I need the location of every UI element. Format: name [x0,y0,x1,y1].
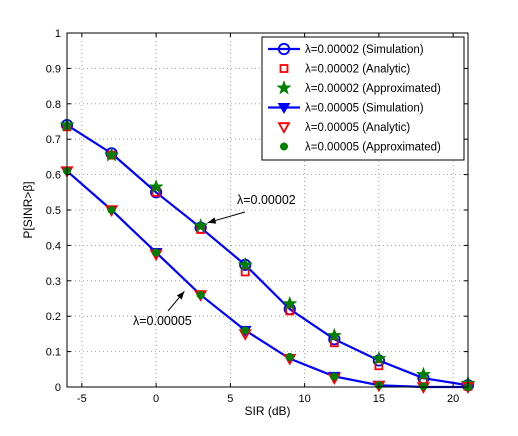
data-point-star-filled [193,218,209,233]
x-tick-label: 15 [373,393,385,405]
annotation-0: λ=0.00002 [207,193,296,224]
annotation-arrowhead [176,291,185,300]
data-point-star-filled [104,147,120,162]
y-tick-label: 0.8 [46,99,61,111]
x-tick-label: 5 [227,393,233,405]
data-point-square-open [329,338,339,348]
data-point-star-filled [282,295,298,311]
y-axis-label: P[SINR>β] [21,181,35,238]
legend-entry: λ=0.00005 (Simulation) [268,103,424,115]
data-point-star-filled [148,179,164,194]
x-tick-label: 20 [447,393,459,405]
x-tick-label: 0 [153,393,159,405]
data-point-dot-filled [330,372,339,381]
x-tick-label: -5 [77,393,87,405]
data-point-dot-filled [279,142,289,151]
annotation-label: λ=0.00005 [133,314,192,328]
data-point-triangle-down-filled [277,103,291,114]
ticks: -5 0 5 10 15 20 0 0.1 0.2 0.3 0.4 0.5 0.6 0.7 0.8 0.9 1 [46,28,468,405]
y-tick-label: 0 [55,382,61,394]
data-point-square-open [279,64,289,73]
legend-entry: λ=0.00005 (Approximated) [279,142,441,154]
data-point-star-filled [326,327,342,343]
data-point-dot-filled [419,382,428,391]
legend-label: λ=0.00005 (Approximated) [305,142,441,154]
data-point-square-open [240,267,250,277]
legend-label: λ=0.00005 (Simulation) [305,103,424,115]
data-point-star-filled [237,256,253,272]
y-tick-label: 0.7 [46,134,61,146]
data-point-star-filled [276,80,292,95]
series-line [66,170,468,389]
data-point-triangle-down-open [277,122,291,134]
data-point-circle-open [277,42,291,56]
legend-label: λ=0.00002 (Analytic) [305,64,410,76]
x-tick-label: 10 [299,393,311,405]
x-axis-label: SIR (dB) [244,404,290,418]
data-point-dot-filled [285,352,294,361]
legend-label: λ=0.00002 (Approximated) [305,83,441,95]
legend-box [261,36,465,161]
y-tick-label: 0.3 [46,276,61,288]
annotation-label: λ=0.00002 [237,193,296,207]
annotations: λ=0.00002 λ=0.00005 [133,193,296,328]
data-point-dot-filled [196,290,205,300]
y-tick-label: 0.2 [46,311,61,323]
data-point-star-filled [371,350,387,366]
data-point-dot-filled [241,326,250,335]
legend-entry: λ=0.00005 (Analytic) [277,122,410,134]
series-line [66,124,469,387]
y-tick-label: 0.6 [46,170,61,182]
legend-label: λ=0.00002 (Simulation) [305,44,424,56]
y-tick-label: 0.1 [46,347,61,359]
y-tick-label: 1 [55,28,61,40]
legend: λ=0.00002 (Simulation) λ=0.00002 (Analyti… [261,36,465,161]
annotation-arrowhead [207,217,217,224]
annotation-1: λ=0.00005 [133,291,192,328]
data-point-square-open [374,361,384,371]
y-tick-label: 0.5 [46,205,61,217]
data-point-star-filled [415,366,431,381]
legend-entry: λ=0.00002 (Simulation) [268,42,424,56]
legend-entry: λ=0.00002 (Analytic) [279,64,410,76]
legend-entry: λ=0.00002 (Approximated) [276,80,441,95]
legend-label: λ=0.00005 (Analytic) [305,122,410,134]
y-tick-label: 0.4 [46,240,61,252]
data-point-dot-filled [107,205,116,215]
y-tick-label: 0.9 [46,63,61,75]
data-point-square-open [285,306,295,316]
data-point-dot-filled [152,248,161,257]
